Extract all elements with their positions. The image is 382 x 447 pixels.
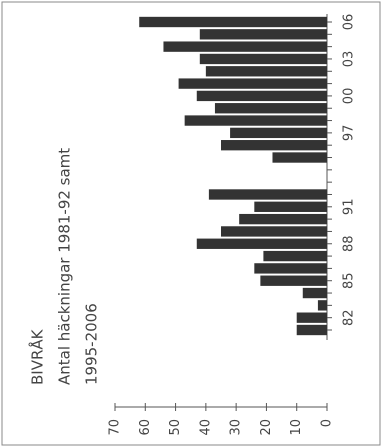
chart-subtitle: Antal häckningar 1981-92 samt <box>56 148 74 385</box>
bar <box>214 103 327 114</box>
x-tick-label: 06 <box>342 14 357 31</box>
x-tick-label: 97 <box>342 125 357 142</box>
x-tick-label: 85 <box>342 272 357 289</box>
bar <box>254 263 327 274</box>
y-tick-label: 30 <box>229 419 244 436</box>
y-tick-label: 20 <box>259 419 274 436</box>
y-tick-label: 50 <box>168 419 183 436</box>
bar <box>196 238 327 249</box>
y-tick-label: 0 <box>320 419 335 427</box>
bar <box>230 127 327 139</box>
bar <box>260 275 327 286</box>
bar <box>178 78 327 89</box>
bar <box>199 53 327 65</box>
chart-subtitle: 1995-2006 <box>83 303 101 385</box>
bar <box>302 287 327 299</box>
chart-title: BIVRÅK <box>28 328 47 385</box>
bar <box>184 115 327 126</box>
y-tick-label: 70 <box>108 419 123 436</box>
x-tick-label: 03 <box>342 51 357 68</box>
y-tick-label: 10 <box>289 419 304 436</box>
bar <box>196 90 327 102</box>
bar <box>205 66 328 77</box>
y-tick-label: 40 <box>198 419 213 436</box>
bar <box>296 324 328 336</box>
plot: BIVRÅK Antal häckningar 1981-92 samt 199… <box>28 14 357 436</box>
bar <box>263 250 327 262</box>
x-tick-label: 91 <box>342 199 357 216</box>
bar <box>208 189 327 200</box>
bar <box>163 41 327 52</box>
y-tick-label: 60 <box>138 419 153 436</box>
bar <box>239 213 328 225</box>
bar <box>221 140 327 151</box>
bar <box>199 29 327 40</box>
bar <box>221 226 327 237</box>
x-tick-label: 00 <box>342 88 357 105</box>
bar <box>317 300 327 311</box>
bar <box>272 152 328 163</box>
x-tick-label: 88 <box>342 235 357 252</box>
bar <box>296 312 328 323</box>
bar <box>254 201 327 212</box>
x-tick-label: 82 <box>342 309 357 326</box>
bar <box>139 16 327 28</box>
